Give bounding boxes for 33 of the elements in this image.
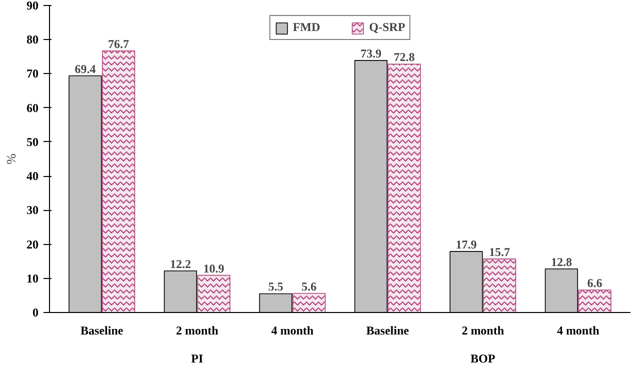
data-label: 5.5	[268, 280, 284, 294]
data-label: 15.7	[489, 244, 510, 259]
data-label: 17.9	[456, 237, 477, 252]
y-axis-title: %	[4, 153, 18, 164]
text: BOP	[470, 352, 496, 366]
y-tick-label: 10	[26, 271, 38, 286]
data-label: 12.8	[550, 254, 572, 269]
y-tick-label: 20	[26, 237, 38, 252]
y-tick-label: 80	[26, 32, 38, 47]
x-tick-label: 4 month	[556, 324, 600, 338]
x-tick-label: 2 month	[462, 324, 504, 338]
legend-label: FMD	[292, 20, 320, 35]
y-tick-label: 70	[26, 66, 38, 81]
data-label: 12.2	[170, 256, 191, 271]
data-label: 5.6	[302, 279, 317, 294]
y-tick-label: 90	[26, 0, 38, 12]
y-tick-label: 0	[32, 306, 38, 320]
y-tick-label: 60	[26, 100, 38, 115]
y-tick-label: 50	[26, 134, 38, 149]
legend-label: Q-SRP	[369, 20, 406, 35]
data-label: 76.7	[108, 36, 130, 51]
data-label: 73.9	[360, 46, 382, 60]
data-label: 10.9	[203, 261, 224, 276]
x-tick-label: 4 month	[271, 324, 314, 338]
y-tick-label: 40	[26, 169, 38, 184]
data-label: 69.4	[74, 62, 96, 76]
text: PI	[191, 352, 204, 366]
data-label: 72.8	[394, 50, 415, 64]
x-tick-label: 2 month	[176, 324, 219, 338]
x-tick-label: Baseline	[366, 324, 410, 338]
x-tick-label: Baseline	[80, 324, 124, 338]
data-label: 6.6	[587, 276, 602, 290]
y-tick-label: 30	[26, 203, 38, 218]
